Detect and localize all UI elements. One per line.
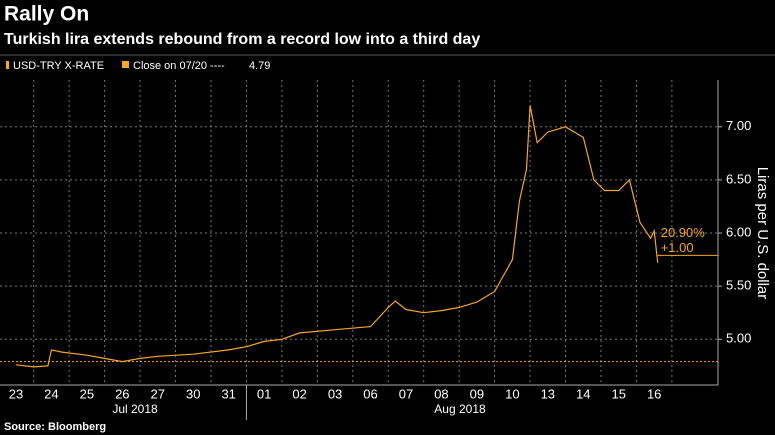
month-label: Aug 2018 [434,402,486,416]
x-tick-label: 01 [257,386,271,401]
chart-subtitle: Turkish lira extends rebound from a reco… [4,31,480,48]
x-tick-label: 26 [115,386,129,401]
x-tick-label: 06 [363,386,377,401]
line [15,105,659,368]
y-axis-label: Liras per U.S. dollar [754,167,771,300]
legend-swatch [122,61,129,68]
x-tick-label: 30 [186,386,200,401]
x-tick-label: 16 [647,386,661,401]
y-tick-label: 6.50 [726,171,751,186]
y-tick-label: 7.00 [726,118,751,133]
x-tick-label: 14 [576,386,590,401]
x-tick-label: 07 [399,386,413,401]
source: Source: Bloomberg [4,421,106,433]
x-tick-label: 13 [541,386,555,401]
y-tick-label: 5.50 [726,278,751,293]
x-tick-label: 27 [151,386,165,401]
y-tick-label: 6.00 [726,224,751,239]
legend-label: Close on 07/20 ---- [133,60,225,72]
y-tick-label: 5.00 [726,331,751,346]
x-tick-label: 03 [328,386,342,401]
legend-label: USD-TRY X-RATE [13,60,104,72]
x-tick-label: 25 [80,386,94,401]
legend-swatch [6,61,9,69]
annotation: 20.90% [661,225,706,240]
x-tick-label: 08 [434,386,448,401]
x-tick-label: 31 [221,386,235,401]
annotation: +1.00 [661,240,694,255]
x-tick-label: 15 [611,386,625,401]
x-tick-label: 24 [44,386,58,401]
legend-value: 4.79 [249,60,270,72]
x-tick-label: 02 [292,386,306,401]
x-tick-label: 10 [505,386,519,401]
month-label: Jul 2018 [112,402,158,416]
chart-title: Rally On [4,3,89,26]
x-tick-label: 23 [9,386,23,401]
x-tick-label: 09 [470,386,484,401]
